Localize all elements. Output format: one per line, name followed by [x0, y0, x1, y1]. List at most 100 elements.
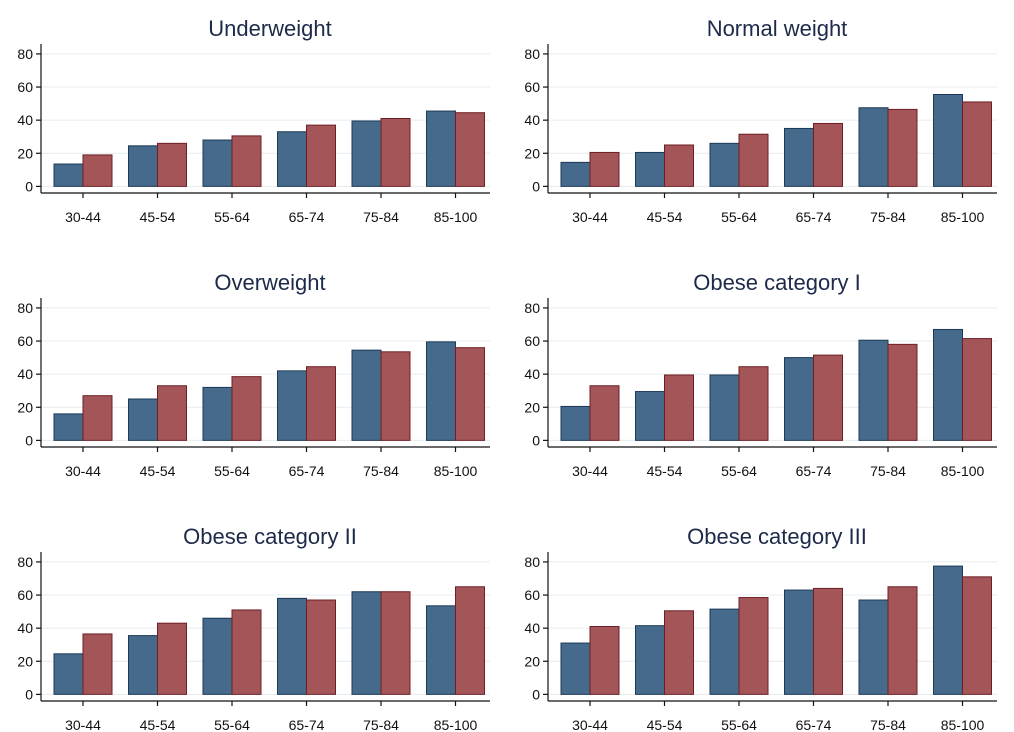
- chart-title: Overweight: [214, 270, 325, 295]
- bar: [635, 151, 665, 187]
- x-tick-label: 55-64: [214, 717, 250, 732]
- y-tick-label: 40: [524, 366, 540, 382]
- y-tick-label: 20: [524, 145, 540, 161]
- bar: [813, 587, 843, 695]
- y-tick-label: 60: [17, 333, 33, 349]
- y-tick-label: 0: [25, 178, 33, 194]
- y-tick-label: 60: [524, 79, 540, 95]
- bar: [784, 357, 814, 441]
- bar: [455, 112, 485, 187]
- bar: [933, 93, 963, 187]
- x-tick-label: 45-54: [647, 717, 683, 732]
- bar: [664, 374, 694, 441]
- y-tick-label: 40: [17, 112, 33, 128]
- y-tick-label: 80: [17, 300, 33, 316]
- x-tick-label: 65-74: [796, 717, 832, 732]
- chart-panel: Obese category I 0 20 40 60 80 30-44 45-54 55-64…: [524, 270, 997, 479]
- bar: [202, 386, 233, 441]
- y-tick-label: 0: [532, 178, 540, 194]
- bar: [128, 145, 158, 187]
- bar: [962, 338, 992, 441]
- y-tick-label: 80: [524, 554, 540, 570]
- chart-panel: Overweight 0 20 40 60 80 30-44 45-54 55-64 65-74 7…: [17, 270, 490, 479]
- bar: [784, 589, 814, 695]
- y-tick-label: 20: [17, 399, 33, 415]
- bar: [784, 127, 814, 187]
- bar: [933, 565, 963, 695]
- y-tick-label: 40: [17, 620, 33, 636]
- bar: [53, 413, 84, 441]
- bar: [380, 351, 411, 441]
- bar: [128, 398, 158, 441]
- x-tick-label: 55-64: [214, 463, 250, 479]
- bar: [887, 108, 918, 187]
- x-tick-label: 75-84: [870, 209, 906, 225]
- x-tick-label: 85-100: [434, 209, 478, 225]
- x-tick-label: 30-44: [572, 209, 608, 225]
- bar: [231, 609, 262, 695]
- y-tick-label: 0: [532, 432, 540, 448]
- x-tick-label: 55-64: [721, 717, 757, 732]
- y-tick-label: 40: [524, 112, 540, 128]
- bar: [738, 133, 769, 187]
- y-tick-label: 60: [17, 587, 33, 603]
- bar: [560, 161, 591, 187]
- bar: [426, 110, 456, 187]
- x-tick-label: 75-84: [870, 463, 906, 479]
- y-tick-label: 0: [532, 686, 540, 702]
- bar: [664, 610, 694, 695]
- bar: [351, 349, 382, 441]
- bar: [858, 339, 889, 441]
- y-tick-label: 60: [17, 79, 33, 95]
- bar: [351, 591, 382, 695]
- bar: [455, 347, 485, 441]
- x-tick-label: 45-54: [140, 463, 176, 479]
- bar: [380, 591, 411, 695]
- chart-title: Obese category I: [693, 270, 861, 295]
- bar: [351, 120, 382, 187]
- bar: [306, 599, 336, 695]
- bar: [560, 642, 591, 695]
- bar: [53, 653, 84, 695]
- x-tick-label: 45-54: [140, 209, 176, 225]
- bar: [202, 139, 233, 187]
- bar: [157, 385, 187, 441]
- bar: [455, 586, 485, 695]
- bar: [933, 328, 963, 441]
- x-tick-label: 75-84: [363, 463, 399, 479]
- bar: [82, 154, 113, 187]
- bar: [635, 625, 665, 695]
- bar: [82, 395, 113, 441]
- chart-panel: Normal weight 0 20 40 60 80 30-44 45-54 55-64 65-…: [524, 16, 997, 225]
- bar: [277, 370, 307, 441]
- bar: [426, 605, 456, 695]
- y-tick-label: 80: [17, 46, 33, 62]
- bar: [306, 124, 336, 187]
- bar: [962, 101, 992, 187]
- y-tick-label: 0: [25, 432, 33, 448]
- bar: [709, 142, 740, 187]
- x-tick-label: 45-54: [647, 209, 683, 225]
- chart-title: Underweight: [208, 16, 332, 41]
- y-tick-label: 60: [524, 587, 540, 603]
- bar: [664, 144, 694, 187]
- x-tick-label: 55-64: [214, 209, 250, 225]
- y-tick-label: 60: [524, 333, 540, 349]
- x-tick-label: 65-74: [289, 463, 325, 479]
- x-tick-label: 30-44: [65, 209, 101, 225]
- y-tick-label: 80: [524, 46, 540, 62]
- y-tick-label: 0: [25, 686, 33, 702]
- bar: [589, 626, 620, 695]
- x-tick-label: 65-74: [796, 209, 832, 225]
- y-tick-label: 20: [524, 653, 540, 669]
- chart-panel: Obese category III 0 20 40 60 80 30-44 45-54 55-…: [524, 524, 997, 732]
- bar: [306, 366, 336, 441]
- bar: [738, 597, 769, 695]
- bar: [157, 142, 187, 187]
- x-tick-label: 30-44: [65, 463, 101, 479]
- x-tick-label: 45-54: [140, 717, 176, 732]
- bar: [277, 597, 307, 695]
- y-tick-label: 80: [524, 300, 540, 316]
- chart-title: Obese category II: [183, 524, 357, 549]
